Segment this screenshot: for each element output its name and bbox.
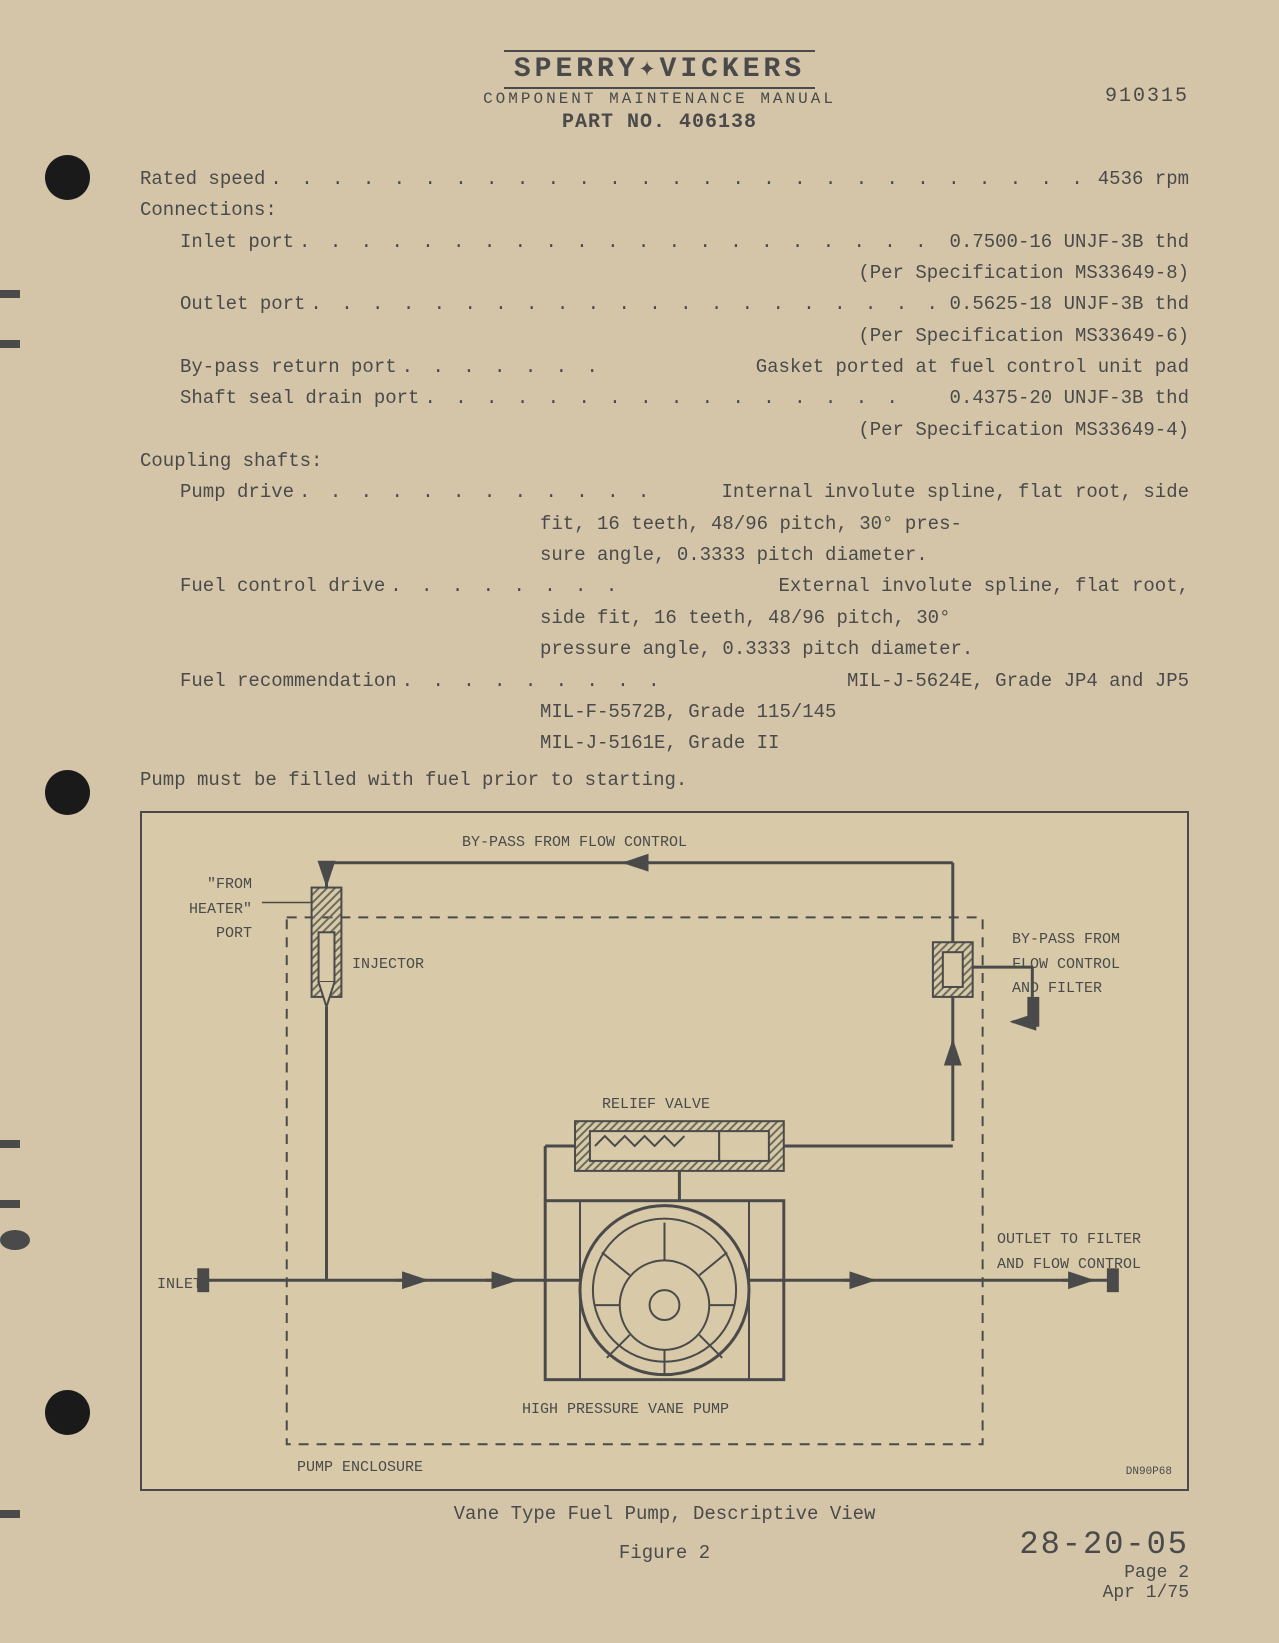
label-heater-port: "FROM HEATER" PORT	[152, 873, 252, 947]
margin-tick	[0, 1510, 20, 1518]
spec-inlet-note: (Per Specification MS33649-8)	[140, 258, 1189, 289]
page-footer: 28-20-05 Page 2 Apr 1/75	[1019, 1526, 1189, 1603]
label-bypass-filter: BY-PASS FROM FLOW CONTROL AND FILTER	[1012, 928, 1120, 1002]
part-number: PART NO. 406138	[130, 111, 1189, 134]
spec-pump-drive: Pump drive . . . . . . . . . . . . Inter…	[180, 477, 1189, 508]
label-drawing-no: DN90P68	[1126, 1463, 1172, 1481]
connections-header: Connections:	[140, 195, 1189, 226]
manual-subtitle: COMPONENT MAINTENANCE MANUAL	[130, 90, 1189, 108]
company-logo: SPERRY✦VICKERS	[504, 50, 815, 85]
spec-rated-speed: Rated speed . . . . . . . . . . . . . . …	[140, 164, 1189, 195]
margin-tick	[0, 290, 20, 298]
punch-hole	[45, 155, 90, 200]
label-inlet: INLET	[157, 1273, 202, 1298]
spec-fuel-control-drive: Fuel control drive . . . . . . . . Exter…	[180, 571, 1189, 602]
label-relief-valve: RELIEF VALVE	[602, 1093, 710, 1118]
label-outlet: OUTLET TO FILTER AND FLOW CONTROL	[997, 1228, 1141, 1278]
label-pump-enclosure: PUMP ENCLOSURE	[297, 1456, 423, 1481]
diagram-svg	[142, 813, 1187, 1489]
label-bypass-top: BY-PASS FROM FLOW CONTROL	[462, 831, 687, 856]
margin-tick	[0, 1140, 20, 1148]
margin-tick	[0, 1200, 20, 1208]
label-high-pressure: HIGH PRESSURE VANE PUMP	[522, 1398, 729, 1423]
document-number: 910315	[1105, 85, 1189, 108]
margin-tick	[0, 340, 20, 348]
document-header: 910315 SPERRY✦VICKERS COMPONENT MAINTENA…	[130, 50, 1189, 134]
spec-outlet-note: (Per Specification MS33649-6)	[140, 321, 1189, 352]
spec-shaft-seal: Shaft seal drain port . . . . . . . . . …	[180, 383, 1189, 414]
section-number: 28-20-05	[1019, 1526, 1189, 1563]
startup-note: Pump must be filled with fuel prior to s…	[140, 765, 1189, 796]
spec-shaft-note: (Per Specification MS33649-4)	[140, 415, 1189, 446]
diagram-figure-2: BY-PASS FROM FLOW CONTROL "FROM HEATER" …	[140, 811, 1189, 1491]
spec-inlet-port: Inlet port . . . . . . . . . . . . . . .…	[180, 227, 1189, 258]
label-injector: INJECTOR	[352, 953, 424, 978]
specifications-content: Rated speed . . . . . . . . . . . . . . …	[140, 164, 1189, 1570]
spec-fuel-recommendation: Fuel recommendation . . . . . . . . . MI…	[180, 666, 1189, 697]
margin-tick	[0, 1230, 30, 1250]
page-number: Page 2	[1019, 1563, 1189, 1583]
spec-bypass-port: By-pass return port . . . . . . . Gasket…	[180, 352, 1189, 383]
punch-hole	[45, 770, 90, 815]
punch-hole	[45, 1390, 90, 1435]
coupling-header: Coupling shafts:	[140, 446, 1189, 477]
revision-date: Apr 1/75	[1019, 1583, 1189, 1603]
spec-outlet-port: Outlet port . . . . . . . . . . . . . . …	[180, 289, 1189, 320]
